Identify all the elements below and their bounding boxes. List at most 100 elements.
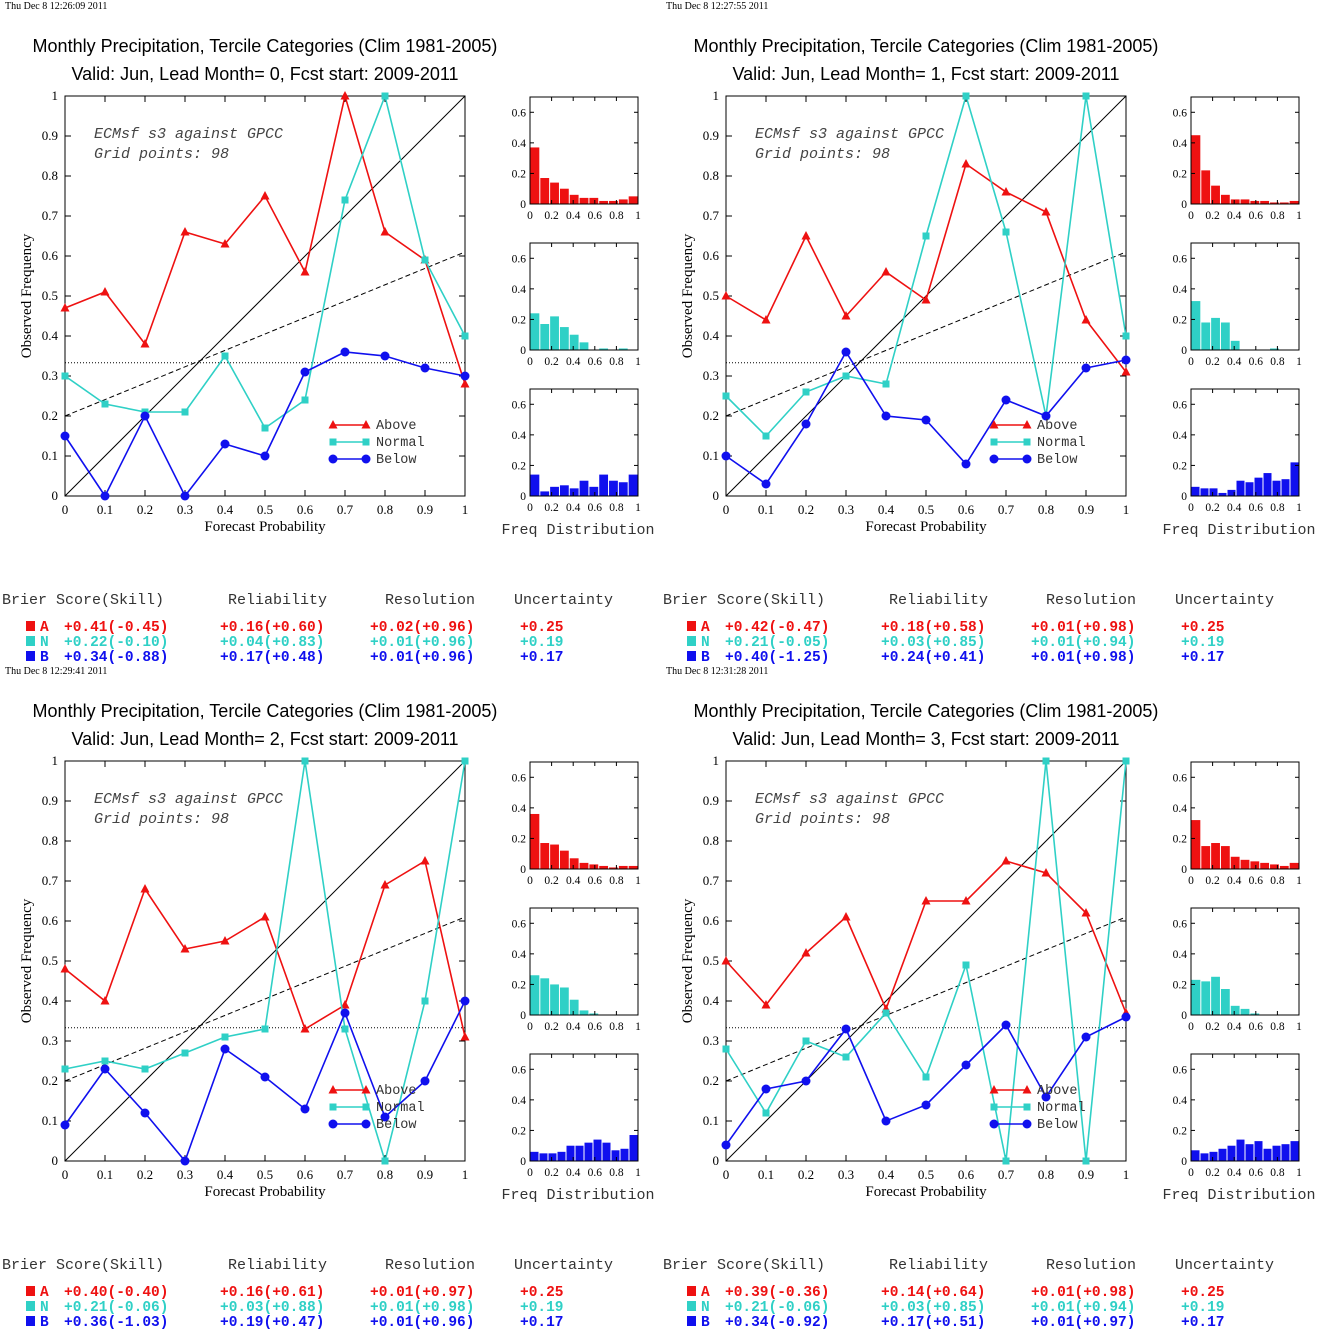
- hist-y-tick-label: 0.4: [512, 949, 527, 961]
- histogram-bar-normal: [569, 999, 579, 1015]
- score-swatch-normal: [26, 1301, 35, 1311]
- y-tick-label: 0.7: [703, 873, 720, 888]
- hist-y-tick-label: 0: [1181, 1156, 1187, 1168]
- legend-marker-above: [989, 1085, 999, 1094]
- score-category-letter: A: [40, 1285, 49, 1301]
- histogram-bar-above: [1240, 859, 1250, 869]
- histogram-bar-above: [1211, 843, 1220, 869]
- x-tick-label: 0.8: [377, 1167, 393, 1182]
- histogram-bar-below: [599, 474, 609, 496]
- score-swatch-above: [687, 1286, 696, 1296]
- y-tick-label: 0.2: [42, 1073, 58, 1088]
- hist-y-tick-label: 0.4: [1173, 949, 1188, 961]
- histogram-bar-above: [609, 867, 618, 869]
- y-tick-label: 0.6: [42, 248, 59, 263]
- histogram-bar-above: [589, 197, 599, 204]
- data-point-above: [961, 159, 971, 168]
- histogram-bar-normal: [540, 978, 550, 1015]
- panel-svg: Thu Dec 8 12:26:09 2011 Monthly Precipita…: [2, 1, 655, 665]
- hist-x-tick-label: 0.6: [1249, 1167, 1264, 1179]
- score-header: Resolution: [1046, 1257, 1136, 1274]
- histogram-bar-normal: [1220, 322, 1230, 350]
- data-point-normal: [221, 352, 229, 360]
- hist-x-tick-label: 0.8: [1270, 1021, 1285, 1033]
- histogram-bar-normal: [530, 975, 540, 1015]
- histogram-bar-below: [611, 1150, 620, 1161]
- hist-x-tick-label: 1: [635, 356, 641, 368]
- histogram-bar-above: [559, 850, 569, 869]
- data-point-normal: [762, 432, 770, 440]
- hist-y-tick-label: 0: [1181, 199, 1187, 211]
- data-point-below: [60, 1120, 70, 1130]
- data-point-below: [841, 347, 851, 357]
- data-point-normal: [762, 1109, 770, 1117]
- score-value: +0.17: [1181, 650, 1225, 665]
- histogram-bar-above: [530, 147, 540, 204]
- score-value: +0.18(+0.58): [881, 620, 985, 636]
- legend-label-above: Above: [1037, 419, 1078, 434]
- histogram-bar-below: [530, 1151, 539, 1161]
- histogram-bar-normal: [589, 1013, 599, 1015]
- x-tick-label: 0.7: [998, 1167, 1015, 1182]
- data-point-below: [420, 1076, 430, 1086]
- histogram-bar-normal: [1201, 981, 1211, 1015]
- y-tick-label: 0.5: [703, 953, 719, 968]
- legend-marker-above: [989, 420, 999, 429]
- data-point-normal: [1002, 1157, 1010, 1165]
- histogram-bar-below: [618, 482, 628, 496]
- data-point-normal: [101, 1057, 109, 1065]
- x-tick-label: 0.3: [177, 1167, 193, 1182]
- histogram-frame-below: [1190, 1053, 1300, 1162]
- data-point-above: [60, 303, 70, 312]
- data-point-above: [761, 1000, 771, 1009]
- hist-x-tick-label: 0: [1188, 1021, 1194, 1033]
- score-value: +0.01(+0.98): [1031, 620, 1135, 636]
- score-value: +0.40(-0.40): [64, 1285, 168, 1301]
- data-point-normal: [461, 332, 469, 340]
- data-point-normal: [922, 232, 930, 240]
- legend-marker-below: [989, 454, 999, 464]
- data-point-below: [961, 1060, 971, 1070]
- hist-x-tick-label: 0.4: [1227, 875, 1242, 887]
- hist-y-tick-label: 0: [1181, 1010, 1187, 1022]
- y-tick-label: 0.1: [703, 1113, 719, 1128]
- data-point-above: [260, 912, 270, 921]
- score-value: +0.01(+0.97): [1031, 1315, 1135, 1330]
- y-tick-label: 1: [713, 753, 720, 768]
- score-header: Reliability: [889, 1257, 988, 1274]
- y-tick-label: 0.8: [703, 833, 719, 848]
- score-value: +0.36(-1.03): [64, 1315, 168, 1330]
- data-point-normal: [61, 1065, 69, 1073]
- hist-x-tick-label: 1: [1296, 1021, 1302, 1033]
- legend-label-normal: Normal: [1037, 1101, 1086, 1116]
- histogram-bar-below: [584, 1142, 593, 1161]
- y-tick-label: 0.6: [703, 913, 720, 928]
- x-tick-label: 0.1: [97, 502, 113, 517]
- histogram-bar-above: [1270, 202, 1279, 204]
- data-point-below: [961, 459, 971, 469]
- histogram-bar-normal: [1270, 348, 1279, 350]
- hist-x-tick-label: 0.2: [1205, 210, 1220, 222]
- histogram-frame-normal: [529, 242, 639, 351]
- annotation-model: ECMsf s3 against GPCC: [94, 126, 283, 143]
- histogram-bar-above: [1191, 135, 1201, 204]
- data-point-above: [60, 964, 70, 973]
- y-tick-label: 0.4: [42, 993, 59, 1008]
- score-swatch-above: [26, 1286, 35, 1296]
- x-tick-label: 0: [62, 1167, 69, 1182]
- chart-title: Monthly Precipitation, Tercile Categorie…: [694, 701, 1159, 721]
- hist-y-tick-label: 0.4: [512, 430, 527, 442]
- hist-y-tick-label: 0: [520, 345, 526, 357]
- y-axis-label: Observed Frequency: [19, 898, 35, 1023]
- y-tick-label: 0.5: [42, 288, 58, 303]
- no-skill-line: [725, 916, 1127, 1082]
- y-tick-label: 0.7: [42, 208, 59, 223]
- histogram-bar-normal: [530, 313, 540, 350]
- data-point-above: [380, 227, 390, 236]
- histogram-bar-below: [1236, 1139, 1245, 1161]
- score-value: +0.24(+0.41): [881, 650, 985, 665]
- histogram-bar-normal: [550, 984, 559, 1015]
- data-point-normal: [962, 92, 970, 100]
- hist-x-tick-label: 1: [1296, 210, 1302, 222]
- histogram-bar-above: [569, 858, 579, 869]
